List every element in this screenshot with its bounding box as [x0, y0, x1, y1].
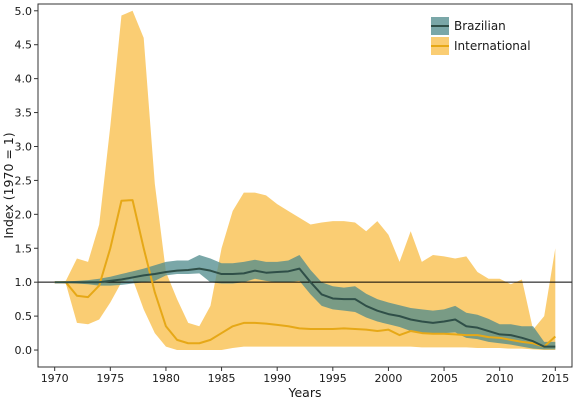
x-tick-label: 1975	[96, 372, 124, 385]
y-tick-label: 5.0	[15, 5, 33, 18]
x-tick-label: 1995	[319, 372, 347, 385]
x-tick-label: 1990	[263, 372, 291, 385]
x-axis: 1970 1975 1980 1985 1990 1995 2000 2005 2010 2015	[41, 367, 569, 385]
x-tick-label: 2015	[541, 372, 569, 385]
x-tick-label: 2000	[374, 372, 402, 385]
y-tick-label: 1.5	[15, 242, 33, 255]
y-tick-label: 0.0	[15, 344, 33, 357]
x-tick-label: 2010	[486, 372, 514, 385]
y-axis: 0.0 0.5 1.0 1.5 2.0 2.5 3.0 3.5 4.0 4.5 5.0	[15, 5, 38, 357]
y-axis-title: Index (1970 = 1)	[1, 132, 16, 238]
legend-label-international: International	[454, 39, 531, 53]
legend: Brazilian International	[431, 17, 531, 55]
confidence-bands	[54, 10, 556, 351]
y-tick-label: 4.5	[15, 39, 33, 52]
line-brazilian	[54, 267, 556, 348]
series-lines	[54, 199, 556, 348]
line-international	[54, 199, 556, 348]
y-tick-label: 3.0	[15, 140, 33, 153]
y-tick-label: 1.0	[15, 276, 33, 289]
x-tick-label: 2005	[430, 372, 458, 385]
band-international	[54, 10, 556, 351]
y-tick-label: 2.5	[15, 174, 33, 187]
y-tick-label: 4.0	[15, 73, 33, 86]
plot-frame	[37, 3, 573, 368]
y-tick-label: 3.5	[15, 107, 33, 120]
band-brazilian	[54, 255, 556, 350]
x-axis-title: Years	[288, 385, 322, 400]
y-tick-label: 2.0	[15, 208, 33, 221]
legend-label-brazilian: Brazilian	[454, 19, 506, 33]
x-tick-label: 1985	[208, 372, 236, 385]
x-tick-label: 1970	[41, 372, 69, 385]
y-tick-label: 0.5	[15, 310, 33, 323]
x-tick-label: 1980	[152, 372, 180, 385]
